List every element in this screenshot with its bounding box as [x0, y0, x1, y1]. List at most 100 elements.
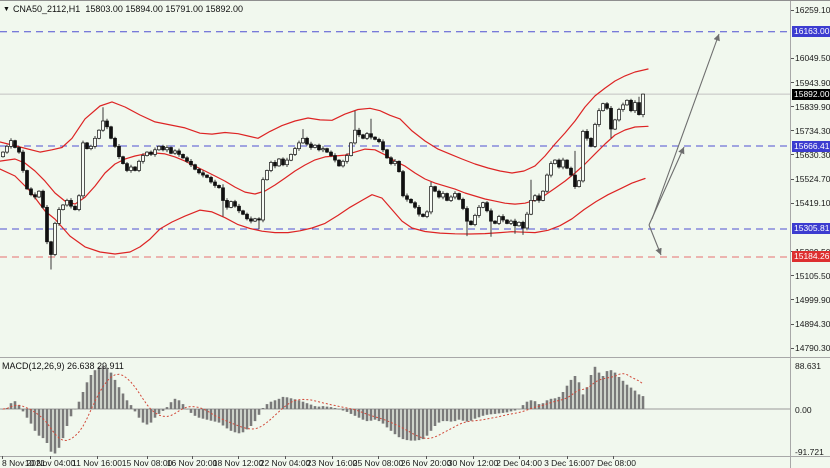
macd-canvas[interactable] — [0, 359, 790, 456]
macd-histogram-bar — [105, 367, 109, 409]
price-axis[interactable]: 16259.10 16049.50 15943.90 15839.90 15734.30… — [791, 1, 830, 357]
candle — [541, 190, 545, 202]
price-tick-label: 15839.90 — [795, 102, 830, 112]
candle — [601, 102, 605, 112]
candle — [285, 157, 289, 167]
macd-histogram-bar — [541, 403, 545, 409]
candle — [461, 197, 465, 211]
candle — [545, 173, 549, 193]
price-tick-mark — [791, 154, 794, 155]
candle — [309, 141, 313, 150]
price-tick-label: 14999.90 — [795, 295, 830, 305]
candle — [469, 220, 473, 226]
trend-arrow[interactable] — [648, 224, 662, 256]
macd-histogram-bar — [485, 409, 489, 415]
candle — [341, 159, 345, 168]
candle — [369, 118, 373, 140]
candle — [257, 217, 261, 230]
chart-dropdown-triangle-icon[interactable]: ▼ — [3, 6, 10, 13]
macd-indicator-panel[interactable] — [0, 359, 790, 456]
macd-histogram-bar — [405, 409, 409, 441]
candle — [165, 145, 169, 153]
macd-histogram-bar — [133, 409, 137, 412]
candle — [525, 211, 529, 231]
candle — [17, 145, 21, 154]
macd-histogram-bar — [469, 409, 473, 421]
candle — [325, 147, 329, 153]
candle — [249, 216, 253, 224]
macd-histogram-bar — [161, 409, 165, 411]
main-chart-canvas[interactable] — [0, 1, 790, 357]
macd-histogram-bar — [437, 409, 441, 423]
candle — [173, 149, 177, 155]
price-level-tag: 15184.26 — [792, 251, 830, 262]
time-axis[interactable]: 8 Nov 2021 10 Nov 04:00 11 Nov 16:00 15 Nov… — [0, 456, 790, 468]
candle — [417, 205, 421, 217]
price-tick-mark — [791, 299, 794, 300]
candle — [377, 137, 381, 144]
main-price-chart[interactable] — [0, 1, 790, 357]
panel-separator[interactable] — [0, 357, 830, 358]
candle — [177, 148, 181, 157]
price-tick-label: 14790.30 — [795, 343, 830, 353]
macd-histogram-bar — [73, 409, 77, 410]
macd-histogram-bar — [613, 372, 617, 409]
macd-histogram-bar — [89, 375, 93, 409]
candle — [181, 153, 185, 159]
candle — [157, 145, 161, 151]
macd-axis[interactable]: 88.631 0.00 -91.721 — [791, 359, 830, 457]
candle — [301, 129, 305, 144]
macd-histogram-bar — [585, 387, 589, 409]
macd-histogram-bar — [297, 400, 301, 409]
candle — [45, 205, 49, 245]
price-axis-separator — [790, 1, 791, 468]
macd-histogram-bar — [513, 409, 517, 411]
macd-histogram-bar — [389, 409, 393, 431]
macd-histogram-bar — [41, 409, 45, 439]
macd-histogram-bar — [385, 409, 389, 428]
macd-histogram-bar — [361, 409, 365, 420]
time-tick-mark — [147, 456, 148, 459]
candle — [49, 240, 53, 270]
time-tick-label: 11 Nov 16:00 — [72, 458, 122, 468]
axis-separator — [0, 456, 830, 457]
candle — [405, 193, 409, 202]
time-tick-mark — [567, 456, 568, 459]
candle — [61, 204, 65, 211]
candle — [1, 151, 5, 158]
candle — [561, 157, 565, 170]
macd-histogram-bar — [57, 409, 61, 448]
macd-histogram-bar — [269, 401, 273, 409]
macd-histogram-bar — [581, 394, 585, 409]
price-tick-mark — [791, 203, 794, 204]
macd-histogram-bar — [521, 405, 525, 409]
candle — [125, 162, 129, 173]
candle — [557, 158, 561, 169]
candle — [521, 220, 525, 235]
price-tick-mark — [791, 130, 794, 131]
macd-histogram-bar — [445, 409, 449, 422]
macd-histogram-bar — [465, 409, 469, 422]
trend-arrow[interactable] — [651, 33, 720, 220]
macd-histogram-bar — [125, 400, 129, 409]
macd-histogram-bar — [293, 399, 297, 409]
macd-histogram-bar — [381, 409, 385, 424]
macd-histogram-bar — [145, 409, 149, 425]
time-tick-mark — [2, 456, 3, 459]
macd-histogram-bar — [453, 409, 457, 422]
time-tick-label: 16 Nov 20:00 — [166, 458, 218, 468]
time-tick-mark — [50, 456, 51, 459]
candle — [69, 198, 73, 209]
candle — [389, 156, 393, 166]
ohlc-readout: 15803.00 15894.00 15791.00 15892.00 — [85, 4, 243, 14]
macd-histogram-bar — [641, 396, 645, 409]
candle — [429, 182, 433, 215]
macd-histogram-bar — [53, 409, 57, 454]
candle — [573, 150, 577, 189]
macd-histogram-bar — [21, 409, 25, 412]
macd-histogram-bar — [181, 404, 185, 409]
candle — [481, 201, 485, 209]
time-tick-mark — [97, 456, 98, 459]
candle — [105, 118, 109, 130]
candle — [21, 149, 25, 173]
